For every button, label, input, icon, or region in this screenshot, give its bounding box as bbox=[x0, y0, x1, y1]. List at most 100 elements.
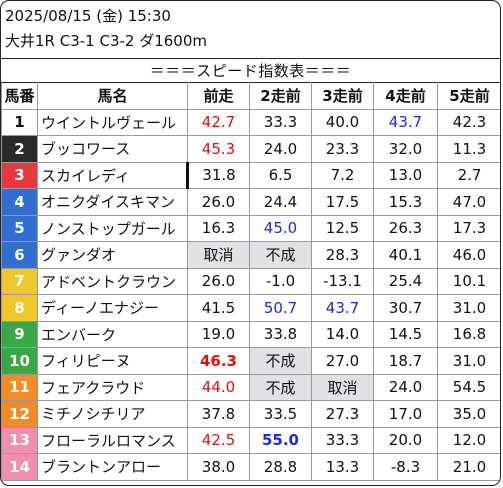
speed-index-cell: 14.0 bbox=[311, 320, 374, 348]
speed-index-cell: 15.3 bbox=[373, 188, 438, 216]
speed-index-cell: 26.0 bbox=[187, 188, 250, 216]
horse-number-badge: 4 bbox=[1, 188, 38, 216]
speed-index-cell: 16.8 bbox=[437, 320, 500, 348]
speed-index-cell: 2.7 bbox=[437, 161, 500, 189]
speed-index-cell: 24.0 bbox=[249, 135, 312, 163]
speed-index-cell: 43.7 bbox=[373, 108, 438, 136]
table-row: 7 アドベントクラウン 26.0 -1.0 -13.1 25.4 10.1 bbox=[1, 267, 500, 295]
speed-index-cell: 46.3 bbox=[187, 347, 250, 375]
speed-index-table: 馬番 馬名 前走 2走前 3走前 4走前 5走前 1 ウイントルヴェール 42.7 3… bbox=[1, 82, 500, 481]
speed-index-cell: 31.0 bbox=[437, 294, 500, 322]
speed-index-cell: 13.0 bbox=[373, 161, 438, 189]
speed-index-cell: 19.0 bbox=[187, 320, 250, 348]
horse-name: フェアクラウド bbox=[37, 373, 188, 401]
col-header-number: 馬番 bbox=[1, 82, 38, 110]
table-row: 2 ブッコワース 45.3 24.0 23.3 32.0 11.3 bbox=[1, 135, 500, 163]
speed-index-cell: 31.8 bbox=[187, 161, 250, 189]
race-datetime: 2025/08/15 (金) 15:30 bbox=[5, 7, 171, 25]
horse-name: ミチノシチリア bbox=[37, 400, 188, 428]
col-header-5th: 5走前 bbox=[437, 82, 500, 110]
horse-name: ノンストップガール bbox=[37, 214, 188, 242]
horse-number-badge: 7 bbox=[1, 267, 38, 295]
horse-name: アドベントクラウン bbox=[37, 267, 188, 295]
speed-index-cell: 12.5 bbox=[311, 214, 374, 242]
speed-index-cell: 不成 bbox=[249, 373, 312, 401]
col-header-4th: 4走前 bbox=[373, 82, 438, 110]
speed-index-cell: 28.8 bbox=[249, 453, 312, 481]
table-row: 13 フローラルロマンス 42.5 55.0 33.3 20.0 12.0 bbox=[1, 426, 500, 454]
table-row: 1 ウイントルヴェール 42.7 33.3 40.0 43.7 42.3 bbox=[1, 108, 500, 136]
horse-number-badge: 10 bbox=[1, 347, 38, 375]
speed-index-cell: 17.3 bbox=[437, 214, 500, 242]
speed-index-cell: 41.5 bbox=[187, 294, 250, 322]
horse-name: フィリピーヌ bbox=[37, 347, 188, 375]
horse-number-badge: 13 bbox=[1, 426, 38, 454]
speed-index-cell: 33.5 bbox=[249, 400, 312, 428]
horse-number-badge: 12 bbox=[1, 400, 38, 428]
horse-name: ブッコワース bbox=[37, 135, 188, 163]
speed-index-cell: 10.1 bbox=[437, 267, 500, 295]
speed-index-cell: 40.1 bbox=[373, 241, 438, 269]
speed-index-cell: 28.3 bbox=[311, 241, 374, 269]
speed-index-cell: 30.7 bbox=[373, 294, 438, 322]
speed-index-cell: -8.3 bbox=[373, 453, 438, 481]
table-row: 11 フェアクラウド 44.0 不成 取消 24.0 54.5 bbox=[1, 373, 500, 401]
col-header-last: 前走 bbox=[187, 82, 250, 110]
speed-index-cell: 26.3 bbox=[373, 214, 438, 242]
speed-index-cell: 11.3 bbox=[437, 135, 500, 163]
col-header-horse: 馬名 bbox=[37, 82, 188, 110]
speed-index-cell: 44.0 bbox=[187, 373, 250, 401]
horse-number-badge: 1 bbox=[1, 108, 38, 136]
speed-index-cell: 42.5 bbox=[187, 426, 250, 454]
speed-index-cell: 35.0 bbox=[437, 400, 500, 428]
table-banner: ＝＝＝スピード指数表＝＝＝ bbox=[1, 58, 500, 83]
speed-index-cell: 32.0 bbox=[373, 135, 438, 163]
speed-index-cell: 取消 bbox=[187, 241, 250, 269]
horse-number-badge: 3 bbox=[1, 161, 38, 189]
table-row: 6 グァンダオ 取消 不成 28.3 40.1 46.0 bbox=[1, 241, 500, 269]
speed-index-cell: 21.0 bbox=[437, 453, 500, 481]
horse-name: フローラルロマンス bbox=[37, 426, 188, 454]
speed-index-cell: 17.5 bbox=[311, 188, 374, 216]
speed-index-cell: 33.8 bbox=[249, 320, 312, 348]
horse-name: スカイレディ bbox=[37, 161, 189, 189]
speed-index-cell: 45.0 bbox=[249, 214, 312, 242]
speed-index-cell: 46.0 bbox=[437, 241, 500, 269]
speed-index-cell: 取消 bbox=[311, 373, 374, 401]
horse-number-badge: 5 bbox=[1, 214, 38, 242]
speed-index-cell: 14.5 bbox=[373, 320, 438, 348]
horse-number-badge: 11 bbox=[1, 373, 38, 401]
speed-index-cell: 24.0 bbox=[373, 373, 438, 401]
speed-index-cell: 不成 bbox=[249, 241, 312, 269]
speed-index-cell: 27.3 bbox=[311, 400, 374, 428]
table-row: 9 エンバーク 19.0 33.8 14.0 14.5 16.8 bbox=[1, 320, 500, 348]
speed-index-cell: 13.3 bbox=[311, 453, 374, 481]
horse-number-badge: 9 bbox=[1, 320, 38, 348]
speed-index-cell: 45.3 bbox=[187, 135, 250, 163]
speed-index-cell: 23.3 bbox=[311, 135, 374, 163]
speed-index-cell: -13.1 bbox=[311, 267, 374, 295]
speed-index-cell: 16.3 bbox=[187, 214, 250, 242]
speed-index-cell: 42.3 bbox=[437, 108, 500, 136]
speed-index-cell: 20.0 bbox=[373, 426, 438, 454]
speed-index-cell: 40.0 bbox=[311, 108, 374, 136]
speed-index-cell: 50.7 bbox=[249, 294, 312, 322]
speed-index-cell: 27.0 bbox=[311, 347, 374, 375]
speed-index-cell: 7.2 bbox=[311, 161, 374, 189]
speed-index-cell: 12.0 bbox=[437, 426, 500, 454]
table-row: 14 ブラントンアロー 38.0 28.8 13.3 -8.3 21.0 bbox=[1, 453, 500, 481]
race-info: 大井1R C3-1 C3-2 ダ1600m bbox=[5, 32, 208, 50]
horse-name: オニクダイスキマン bbox=[37, 188, 188, 216]
horse-name: ディーノエナジー bbox=[37, 294, 188, 322]
header-row: 馬番 馬名 前走 2走前 3走前 4走前 5走前 bbox=[1, 82, 500, 110]
table-row: 8 ディーノエナジー 41.5 50.7 43.7 30.7 31.0 bbox=[1, 294, 500, 322]
speed-index-cell: 6.5 bbox=[249, 161, 312, 189]
speed-index-cell: 不成 bbox=[249, 347, 312, 375]
horse-number-badge: 6 bbox=[1, 241, 38, 269]
speed-index-cell: 31.0 bbox=[437, 347, 500, 375]
table-row: 3 スカイレディ 31.8 6.5 7.2 13.0 2.7 bbox=[1, 161, 500, 189]
speed-index-cell: 42.7 bbox=[187, 108, 250, 136]
speed-index-cell: 37.8 bbox=[187, 400, 250, 428]
speed-index-cell: 43.7 bbox=[311, 294, 374, 322]
